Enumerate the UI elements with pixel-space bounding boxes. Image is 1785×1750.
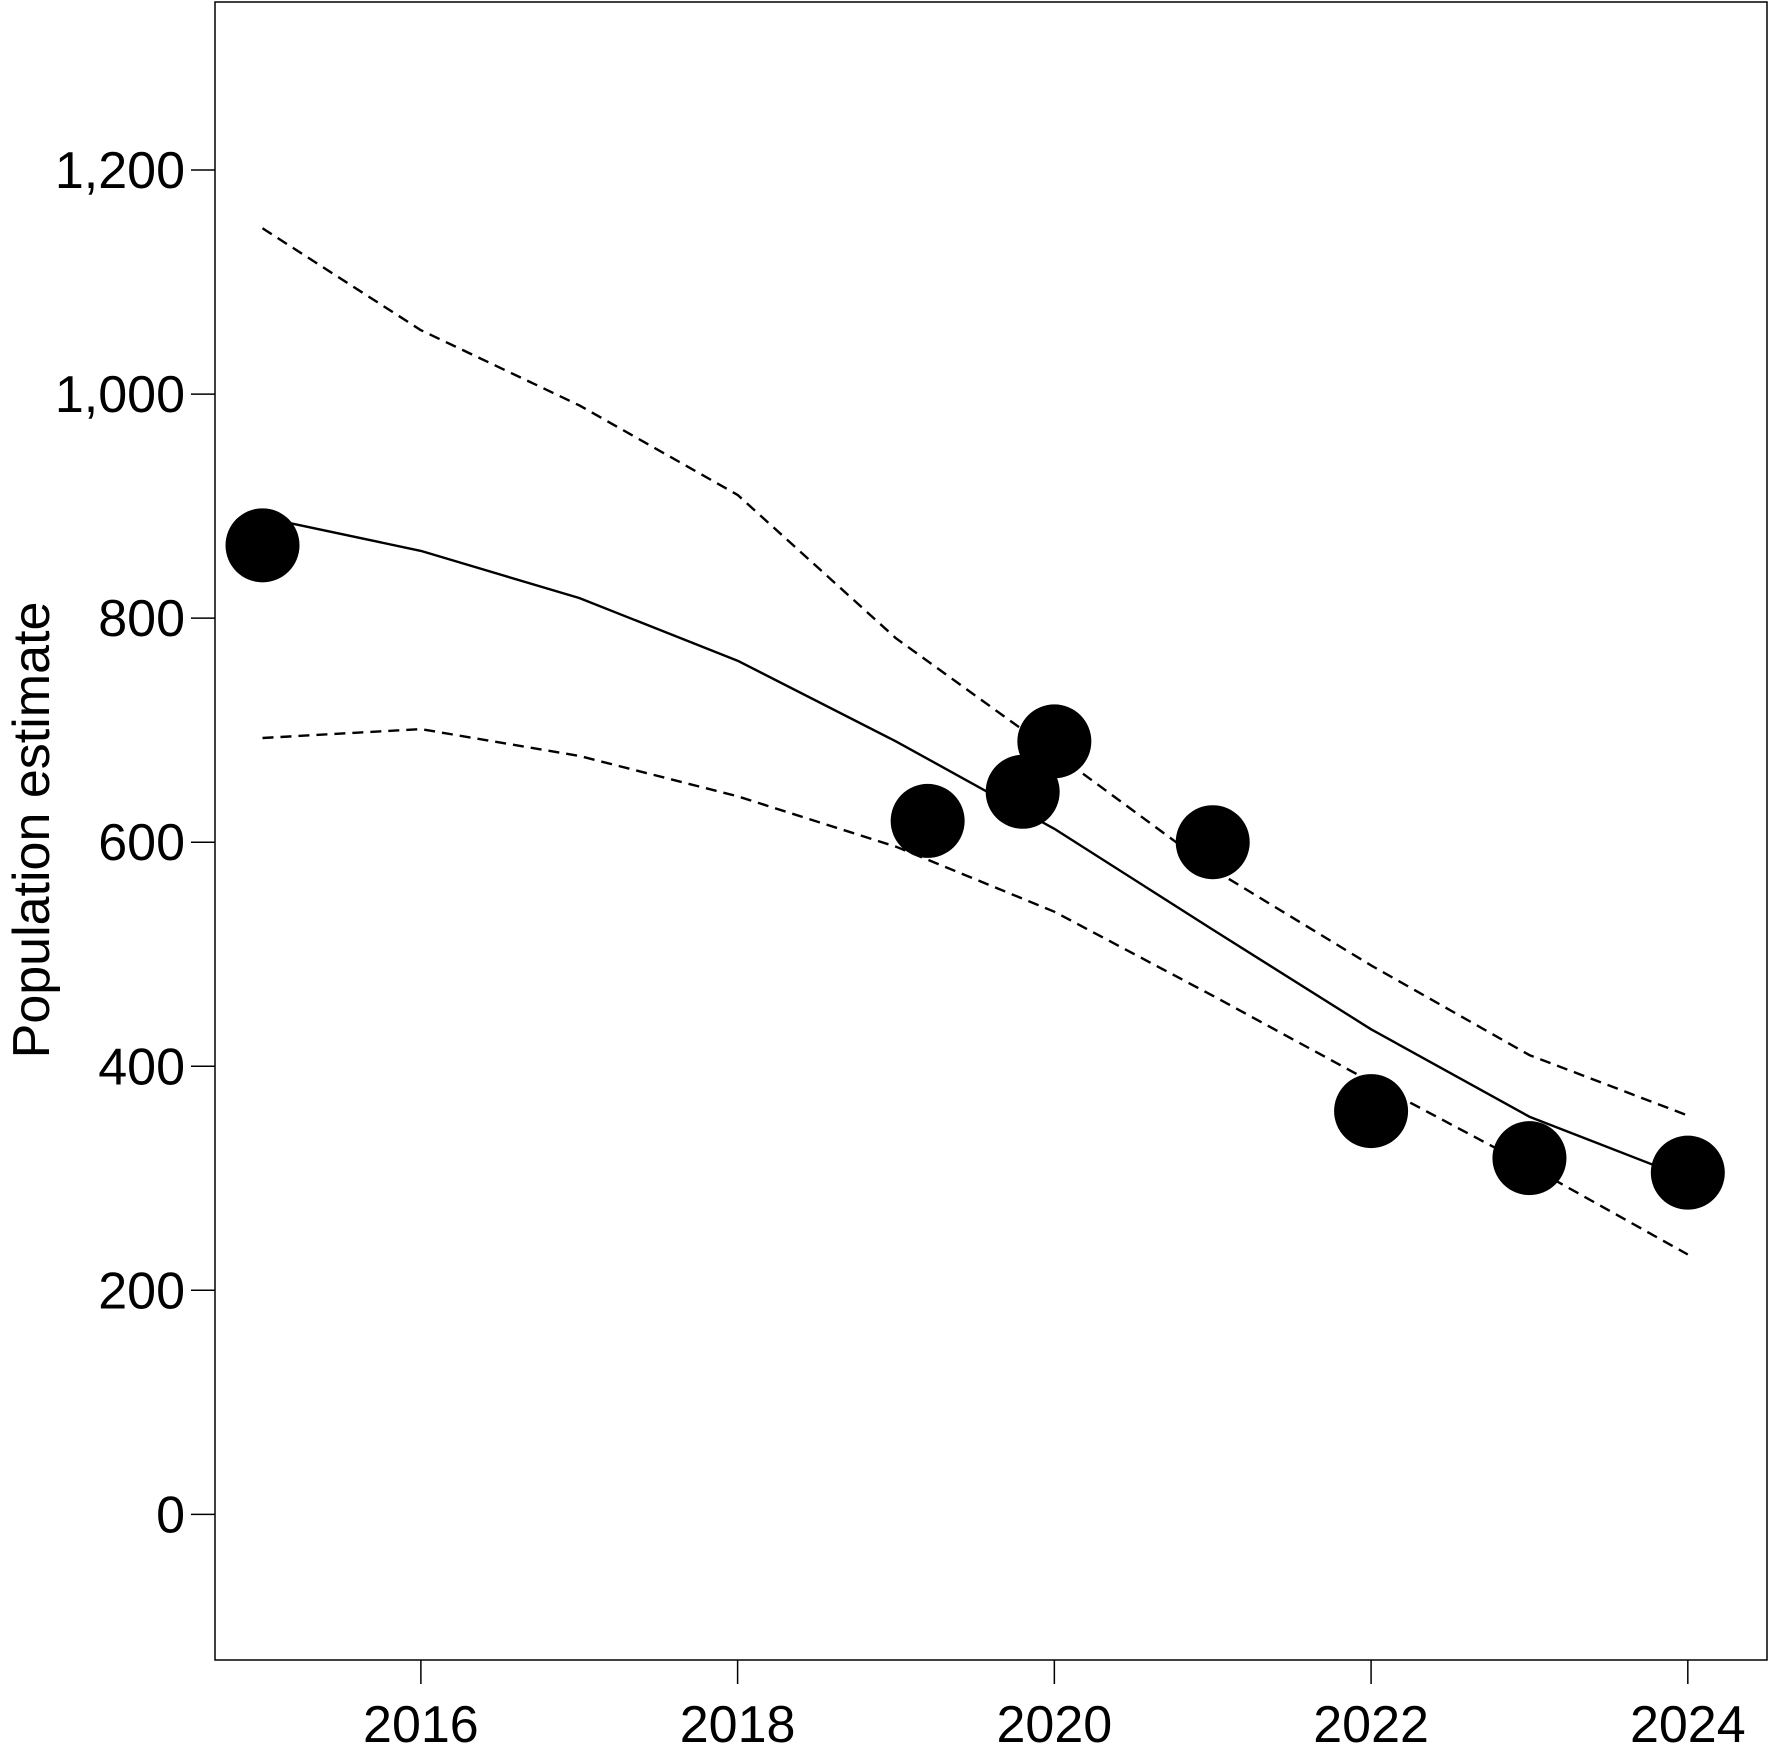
data-point: [890, 783, 965, 858]
data-point: [1175, 805, 1250, 880]
series: [261, 227, 1689, 1256]
y-tick-label: 600: [98, 814, 185, 872]
y-tick-label: 1,200: [55, 142, 185, 200]
data-point: [225, 508, 300, 583]
x-tick-label: 2020: [997, 1696, 1113, 1750]
axes: 0 200 400 600 800 1,000 1,200 2016 2018 2020 2022 2…: [55, 142, 1746, 1750]
y-axis-title: Population estimate: [3, 602, 61, 1059]
data-point: [1492, 1121, 1567, 1196]
y-tick-label: 800: [98, 590, 185, 648]
plot-frame: [214, 1, 1768, 1661]
data-point: [1334, 1074, 1409, 1149]
y-tick-label: 0: [156, 1486, 185, 1544]
y-tick-label: 200: [98, 1262, 185, 1320]
data-point: [1650, 1135, 1725, 1210]
y-tick-label: 400: [98, 1038, 185, 1096]
x-tick-label: 2024: [1630, 1696, 1746, 1750]
confidence-bound-line: [262, 727, 1689, 1256]
x-tick-label: 2018: [680, 1696, 796, 1750]
x-tick-label: 2022: [1313, 1696, 1429, 1750]
confidence-bound-line: [261, 227, 1689, 1117]
estimate-line: [262, 516, 1689, 1180]
data-points: [225, 508, 1725, 1210]
data-point: [1017, 704, 1092, 779]
y-tick-label: 1,000: [55, 366, 185, 424]
x-tick-label: 2016: [363, 1696, 479, 1750]
